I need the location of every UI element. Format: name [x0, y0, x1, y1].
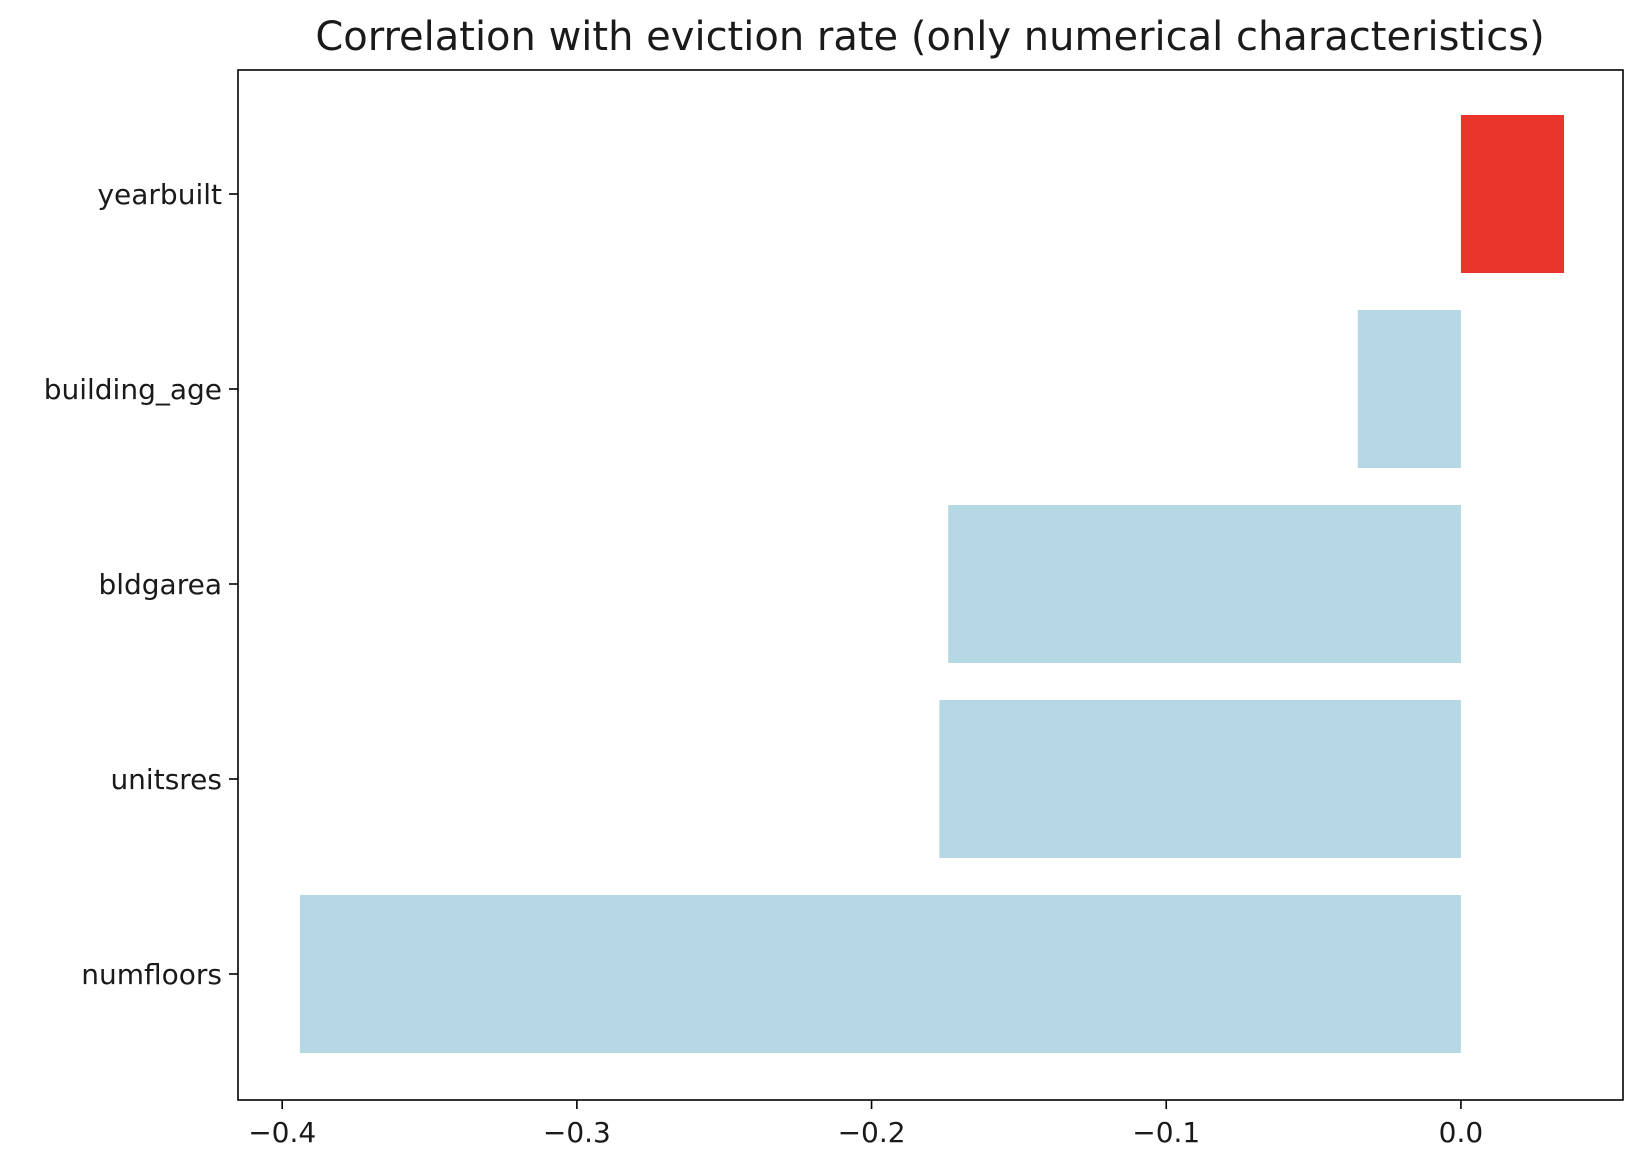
x-tick-label: −0.3	[543, 1116, 611, 1149]
y-axis: yearbuilt building_age bldgarea unitsres num…	[44, 178, 238, 991]
bars	[299, 115, 1565, 1053]
x-tick-label: −0.2	[838, 1116, 906, 1149]
y-tick-label-building-age: building_age	[44, 373, 222, 406]
bar-numfloors	[299, 895, 1461, 1053]
chart-title: Correlation with eviction rate (only num…	[315, 14, 1544, 60]
y-tick-label-bldgarea: bldgarea	[98, 568, 222, 601]
plot-frame	[237, 69, 1624, 1101]
x-tick-label: −0.4	[248, 1116, 316, 1149]
bar-building-age	[1357, 310, 1461, 468]
bar-yearbuilt	[1460, 115, 1565, 273]
y-tick-label-numfloors: numfloors	[81, 958, 222, 991]
y-tick-label-unitsres: unitsres	[110, 763, 222, 796]
y-tick-label-yearbuilt: yearbuilt	[97, 178, 222, 211]
bar-bldgarea	[948, 505, 1461, 663]
x-axis: −0.4 −0.3 −0.2 −0.1 0.0	[248, 1100, 1483, 1149]
x-tick-label: 0.0	[1439, 1116, 1484, 1149]
bar-unitsres	[939, 700, 1461, 858]
x-tick-label: −0.1	[1132, 1116, 1200, 1149]
